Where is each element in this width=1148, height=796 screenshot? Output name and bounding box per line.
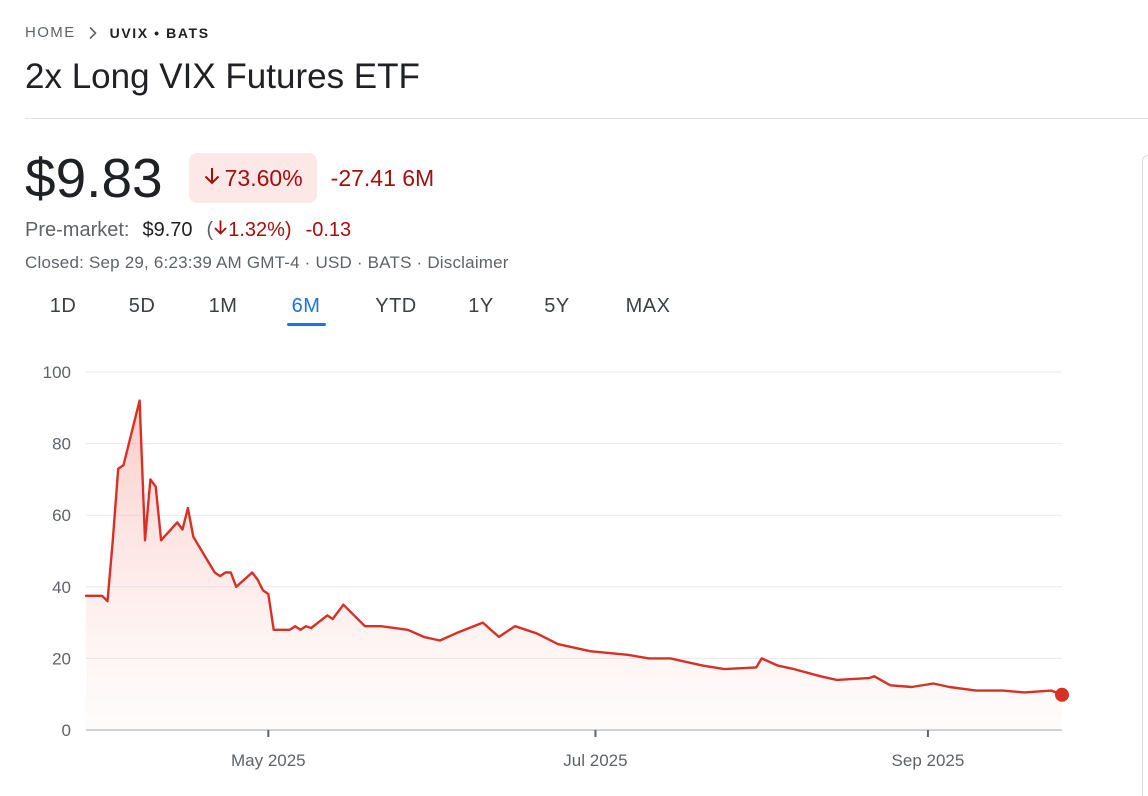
price-row: $9.83 73.60% -27.41 6M xyxy=(25,146,434,210)
market-status-line: Closed: Sep 29, 6:23:39 AM GMT-4 · USD ·… xyxy=(25,253,509,273)
arrow-down-icon xyxy=(213,219,228,242)
change-percent-badge: 73.60% xyxy=(188,153,317,203)
tab-1y[interactable]: 1Y xyxy=(468,295,494,317)
breadcrumb: HOME UVIX • BATS xyxy=(25,24,210,41)
y-axis-labels: 0 20 40 60 80 100 xyxy=(43,363,71,740)
tab-1d[interactable]: 1D xyxy=(49,295,77,317)
tab-5y[interactable]: 5Y xyxy=(544,295,570,317)
y-tick-label: 100 xyxy=(43,363,71,382)
disclaimer-link[interactable]: Disclaimer xyxy=(427,253,509,272)
change-percent-value: 73.60% xyxy=(224,164,303,191)
y-tick-label: 80 xyxy=(52,435,71,454)
premarket-change-absolute: -0.13 xyxy=(305,219,352,241)
premarket-change-percent-value: 1.32%) xyxy=(228,219,292,241)
premarket-paren: ( xyxy=(206,219,214,241)
premarket-row: Pre-market: $9.70 ( 1.32%) -0.13 xyxy=(25,219,351,242)
breadcrumb-current: UVIX • BATS xyxy=(109,24,210,41)
tab-max[interactable]: MAX xyxy=(625,295,671,317)
tab-5d[interactable]: 5D xyxy=(128,295,156,317)
y-tick-label: 0 xyxy=(62,721,71,740)
arrow-down-icon xyxy=(203,165,225,192)
breadcrumb-home-link[interactable]: HOME xyxy=(25,24,76,41)
tab-1m[interactable]: 1M xyxy=(208,295,238,317)
range-tabs: 1D 5D 1M 6M YTD 1Y 5Y MAX xyxy=(0,295,700,335)
side-panel-edge xyxy=(1142,155,1148,796)
premarket-label: Pre-market: xyxy=(25,219,130,241)
y-tick-label: 60 xyxy=(52,506,71,525)
x-axis: May 2025 Jul 2025 Sep 2025 xyxy=(231,730,964,770)
page-title: 2x Long VIX Futures ETF xyxy=(25,57,420,96)
x-tick-label: Jul 2025 xyxy=(563,751,627,770)
price-chart[interactable]: 0 20 40 60 80 100 May 2025 Jul 2025 Sep 2025 xyxy=(0,340,1140,778)
change-absolute: -27.41 6M xyxy=(330,164,435,191)
price-area-fill xyxy=(86,400,1062,730)
last-price-marker xyxy=(1055,687,1069,702)
y-tick-label: 20 xyxy=(52,649,71,668)
tab-6m[interactable]: 6M xyxy=(291,295,321,317)
market-status-text: Closed: Sep 29, 6:23:39 AM GMT-4 · USD ·… xyxy=(25,253,428,272)
x-tick-label: May 2025 xyxy=(231,751,306,770)
header-divider xyxy=(25,118,1148,119)
tab-ytd[interactable]: YTD xyxy=(375,295,417,317)
active-tab-indicator xyxy=(287,323,326,326)
x-tick-label: Sep 2025 xyxy=(892,751,965,770)
y-tick-label: 40 xyxy=(52,578,71,597)
premarket-price: $9.70 xyxy=(142,219,193,241)
premarket-change-percent: 1.32%) xyxy=(213,219,292,242)
current-price: $9.83 xyxy=(25,147,163,209)
price-line xyxy=(84,399,1064,696)
chevron-right-icon xyxy=(86,26,100,40)
